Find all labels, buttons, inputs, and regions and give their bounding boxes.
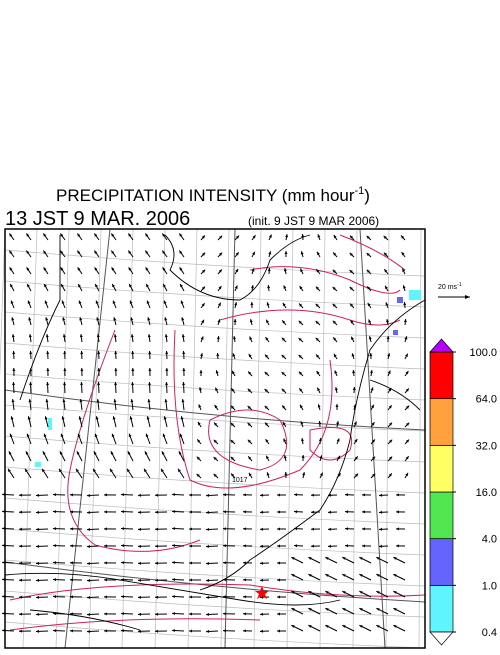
colorbar-label: 64.0 — [476, 394, 497, 406]
valid-time: 13 JST 9 MAR. 2006 — [5, 208, 190, 230]
wind-scale-arrow — [438, 295, 470, 299]
precip-cell — [48, 418, 52, 430]
title-main: PRECIPITATION INTENSITY (mm hour — [56, 186, 355, 205]
colorbar: 0.4 1.0 4.0 16.0 32.0 64.0 100.0 — [430, 339, 497, 645]
precip-cell — [397, 297, 403, 303]
colorbar-segment — [430, 352, 453, 399]
map-background — [5, 229, 425, 648]
title-end: ) — [364, 186, 370, 205]
colorbar-segment — [430, 539, 453, 586]
precip-cell — [35, 462, 41, 467]
wind-scale-head — [465, 295, 470, 299]
colorbar-label: 100.0 — [469, 347, 497, 359]
colorbar-segment — [430, 445, 453, 492]
wind-scale-text: 20 ms — [438, 284, 458, 291]
map: 1017 — [0, 229, 425, 650]
precip-cell — [393, 330, 398, 335]
wind-scale-exponent: -1 — [457, 282, 462, 288]
colorbar-label: 4.0 — [482, 534, 497, 546]
colorbar-label: 16.0 — [476, 487, 497, 499]
contour-label: 1017 — [232, 477, 248, 484]
title: PRECIPITATION INTENSITY (mm hour-1) — [56, 185, 370, 205]
wind-scale-label: 20 ms-1 — [438, 282, 462, 291]
colorbar-over — [430, 339, 453, 352]
title-exponent: -1 — [355, 185, 365, 197]
colorbar-segment — [430, 585, 453, 632]
colorbar-label: 32.0 — [476, 440, 497, 452]
init-time: (init. 9 JST 9 MAR 2006) — [248, 214, 379, 228]
colorbar-under — [430, 632, 453, 645]
precip-cell — [409, 290, 421, 300]
colorbar-label: 0.4 — [482, 627, 497, 639]
colorbar-segment — [430, 399, 453, 446]
colorbar-label: 1.0 — [482, 580, 497, 592]
colorbar-segment — [430, 492, 453, 539]
